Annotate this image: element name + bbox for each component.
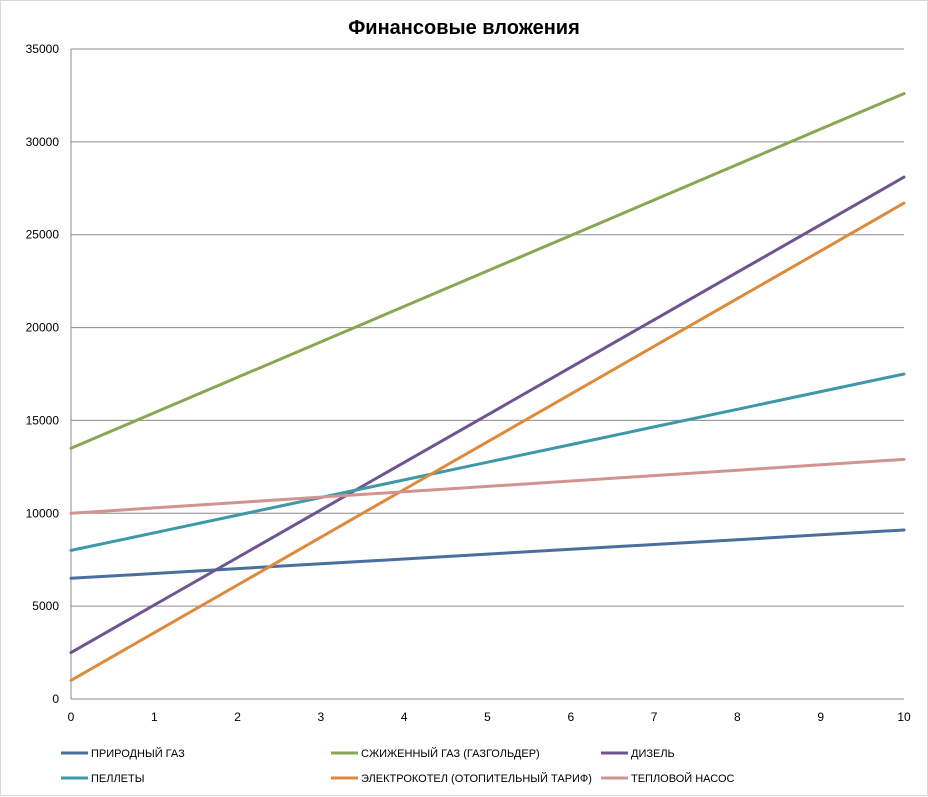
y-tick-label: 35000 xyxy=(26,42,60,56)
y-tick-label: 0 xyxy=(52,692,59,706)
legend-label: ПРИРОДНЫЙ ГАЗ xyxy=(91,747,185,760)
x-tick-label: 3 xyxy=(318,710,325,724)
x-tick-label: 1 xyxy=(151,710,158,724)
legend-item: ПЕЛЛЕТЫ xyxy=(61,773,144,785)
y-tick-label: 15000 xyxy=(26,413,60,427)
legend-label: ТЕПЛОВОЙ НАСОС xyxy=(631,772,735,785)
series-line xyxy=(69,528,906,580)
y-tick-label: 30000 xyxy=(26,135,60,149)
y-tick-label: 20000 xyxy=(26,321,60,335)
grid xyxy=(71,48,904,607)
x-tick-label: 5 xyxy=(484,710,491,724)
legend-item: ЭЛЕКТРОКОТЕЛ (ОТОПИТЕЛЬНЫЙ ТАРИФ) xyxy=(331,772,592,785)
x-tick-label: 0 xyxy=(68,710,75,724)
series-line xyxy=(69,457,906,515)
x-tick-label: 7 xyxy=(651,710,658,724)
x-tick-label: 4 xyxy=(401,710,408,724)
legend-label: СЖИЖЕННЫЙ ГАЗ (ГАЗГОЛЬДЕР) xyxy=(361,747,540,760)
x-tick-label: 9 xyxy=(817,710,824,724)
y-tick-label: 5000 xyxy=(32,599,59,613)
x-tick-label: 10 xyxy=(897,710,911,724)
series-lines xyxy=(69,92,906,682)
series-line xyxy=(69,372,906,552)
legend-item: СЖИЖЕННЫЙ ГАЗ (ГАЗГОЛЬДЕР) xyxy=(331,747,540,760)
legend-label: ДИЗЕЛЬ xyxy=(631,748,675,760)
x-tick-label: 8 xyxy=(734,710,741,724)
legend-item: ДИЗЕЛЬ xyxy=(601,748,675,760)
legend-label: ЭЛЕКТРОКОТЕЛ (ОТОПИТЕЛЬНЫЙ ТАРИФ) xyxy=(361,772,592,785)
legend-item: ТЕПЛОВОЙ НАСОС xyxy=(601,772,735,785)
x-tick-label: 2 xyxy=(234,710,241,724)
x-tick-label: 6 xyxy=(567,710,574,724)
legend: ПРИРОДНЫЙ ГАЗ СЖИЖЕННЫЙ ГАЗ (ГАЗГОЛЬДЕР) Д… xyxy=(61,747,735,785)
y-tick-label: 25000 xyxy=(26,228,60,242)
series-line xyxy=(69,201,906,682)
chart-title: Финансовые вложения xyxy=(348,17,580,39)
x-axis-ticks: 0 1 2 3 4 5 6 7 8 9 10 xyxy=(68,710,911,724)
legend-label: ПЕЛЛЕТЫ xyxy=(91,773,144,785)
legend-item: ПРИРОДНЫЙ ГАЗ xyxy=(61,747,185,760)
series-line xyxy=(69,175,906,655)
axes xyxy=(70,49,904,700)
series-line xyxy=(69,92,906,450)
y-tick-label: 10000 xyxy=(26,506,60,520)
y-axis-ticks: 0 5000 10000 15000 20000 25000 30000 35000 xyxy=(26,42,60,706)
